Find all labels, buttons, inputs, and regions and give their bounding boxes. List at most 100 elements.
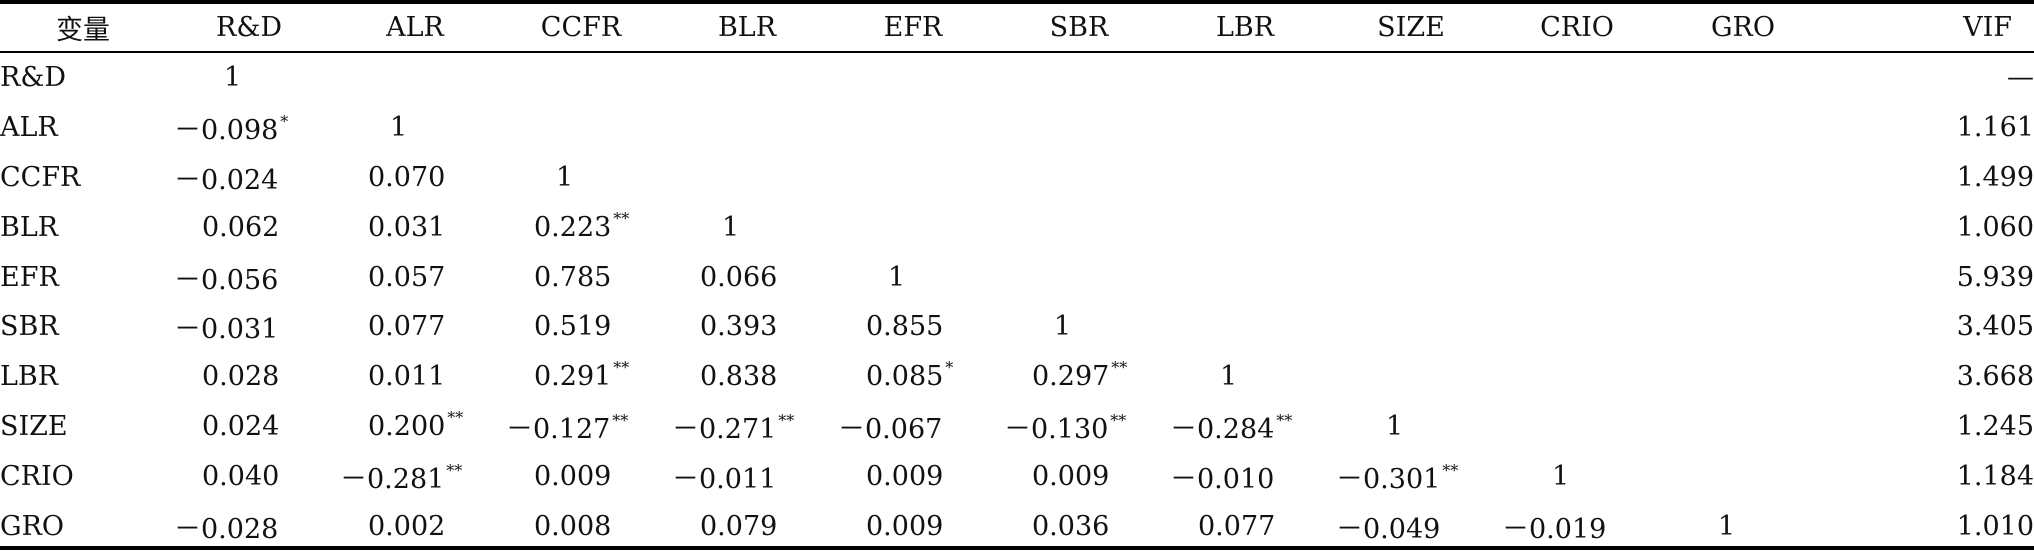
table-cell: 0.040 [166, 451, 332, 501]
top-rule [0, 0, 2034, 4]
significance-marker: ** [1276, 410, 1293, 430]
cell-value: 0.024 [202, 410, 280, 442]
table-row: ALR －0.098 * 1 1.161 [0, 103, 2034, 153]
cell-value: 0.066 [700, 261, 778, 293]
cell-value: 0.077 [368, 311, 446, 343]
table-cell [1494, 302, 1660, 352]
table-cell [332, 53, 498, 103]
vif-cell: — [2007, 62, 2034, 94]
table-cell [664, 103, 830, 153]
cell-value: －0.028 [174, 513, 279, 545]
vif-cell: 1.060 [1956, 211, 2034, 243]
table-cell [498, 53, 664, 103]
table-cell: 1 [332, 103, 498, 153]
table-cell [1328, 352, 1494, 402]
table-row: LBR 0.028 0.011 0.291 ** 0.838 0.085 * 0.297 ** 1 3… [0, 352, 2034, 402]
table-cell: 1 [1328, 402, 1494, 452]
cell-value: 0.519 [534, 311, 612, 343]
table-cell [1494, 202, 1660, 252]
table-cell: －0.056 [166, 252, 332, 302]
cell-value: 1 [390, 112, 408, 144]
table-row: CCFR －0.024 0.070 1 1.499 [0, 153, 2034, 203]
cell-value: －0.301 [1336, 463, 1441, 495]
table-row: EFR －0.056 0.057 0.785 0.066 1 5.939 [0, 252, 2034, 302]
header-cell: SBR [1049, 12, 1109, 43]
cell-value: 0.057 [368, 261, 446, 293]
vif-cell: 1.161 [1956, 112, 2034, 144]
row-label: EFR [0, 261, 59, 293]
cell-value: 0.223 [534, 211, 612, 243]
cell-value: 1 [1220, 361, 1238, 393]
table-cell: －0.301 ** [1328, 451, 1494, 501]
cell-value: 0.291 [534, 361, 612, 393]
table-body: R&D 1— ALR －0.098 * 1 1.161 CCFR －0.024 0.070 1 1.4… [0, 51, 2034, 551]
cell-value: －0.024 [174, 164, 279, 196]
row-label: SBR [0, 311, 59, 343]
header-cell: CCFR [540, 12, 622, 43]
cell-value: 0.036 [1032, 510, 1110, 542]
table-row: R&D 1 — [0, 53, 2034, 103]
table-cell [1162, 53, 1328, 103]
table-cell: 0.009 [996, 451, 1162, 501]
cell-value: 0.009 [866, 510, 944, 542]
vif-cell: 1.245 [1956, 410, 2034, 442]
cell-value: 0.079 [700, 510, 778, 542]
header-cell: LBR [1215, 12, 1275, 43]
cell-value: 0.085 [866, 361, 944, 393]
vif-cell: 3.668 [1956, 361, 2034, 393]
table-cell [1660, 402, 1826, 452]
table-cell [996, 53, 1162, 103]
table-cell: 0.519 [498, 302, 664, 352]
table-cell: 0.070 [332, 153, 498, 203]
bottom-rule [0, 546, 2034, 550]
significance-marker: ** [612, 410, 629, 430]
table-cell [1328, 153, 1494, 203]
table-cell [1494, 352, 1660, 402]
table-cell: －0.010 [1162, 451, 1328, 501]
row-label: LBR [0, 361, 59, 393]
table-cell: 0.223 ** [498, 202, 664, 252]
row-label: R&D [0, 62, 67, 94]
cell-value: －0.098 [174, 115, 279, 147]
header-cell: 变量 [56, 15, 110, 46]
table-cell: 0.085 * [830, 352, 996, 402]
table-cell [1660, 103, 1826, 153]
significance-marker: ** [1110, 410, 1127, 430]
cell-value: 0.297 [1032, 361, 1110, 393]
table-cell [996, 153, 1162, 203]
row-label: SIZE [0, 410, 68, 442]
cell-value: 1 [1054, 311, 1072, 343]
significance-marker: * [945, 358, 954, 378]
table-cell: 0.062 [166, 202, 332, 252]
cell-value: 0.002 [368, 510, 446, 542]
table-cell: －0.281 ** [332, 451, 498, 501]
table-cell [1328, 103, 1494, 153]
table-cell: 0.008 [498, 501, 664, 551]
table-cell: －0.130 ** [996, 402, 1162, 452]
table-cell: －0.271 ** [664, 402, 830, 452]
header-cell: EFR [883, 12, 943, 43]
significance-marker: ** [447, 407, 464, 427]
table-cell [664, 53, 830, 103]
table-cell: －0.049 [1328, 501, 1494, 551]
cell-value: 0.200 [368, 410, 446, 442]
cell-value: 0.855 [866, 311, 944, 343]
cell-value: －0.067 [838, 413, 943, 445]
cell-value: 0.009 [1032, 460, 1110, 492]
table-cell: －0.067 [830, 402, 996, 452]
table-cell: 1 [1660, 501, 1826, 551]
table-cell: 1 [166, 53, 332, 103]
table-row: SIZE 0.024 0.200 ** －0.127 ** －0.271 ** －0.067 －0… [0, 402, 2034, 452]
table-cell [830, 153, 996, 203]
cell-value: －0.049 [1336, 513, 1441, 545]
table-row: SBR －0.031 0.077 0.519 0.393 0.855 1 3.405 [0, 302, 2034, 352]
table-cell [996, 202, 1162, 252]
table-cell [996, 103, 1162, 153]
cell-value: 1 [888, 261, 906, 293]
table-cell: 0.028 [166, 352, 332, 402]
table-cell: 1 [664, 202, 830, 252]
cell-value: 0.040 [202, 460, 280, 492]
header-cell: SIZE [1377, 12, 1445, 43]
table-cell: 0.066 [664, 252, 830, 302]
cell-value: －0.010 [1170, 463, 1275, 495]
